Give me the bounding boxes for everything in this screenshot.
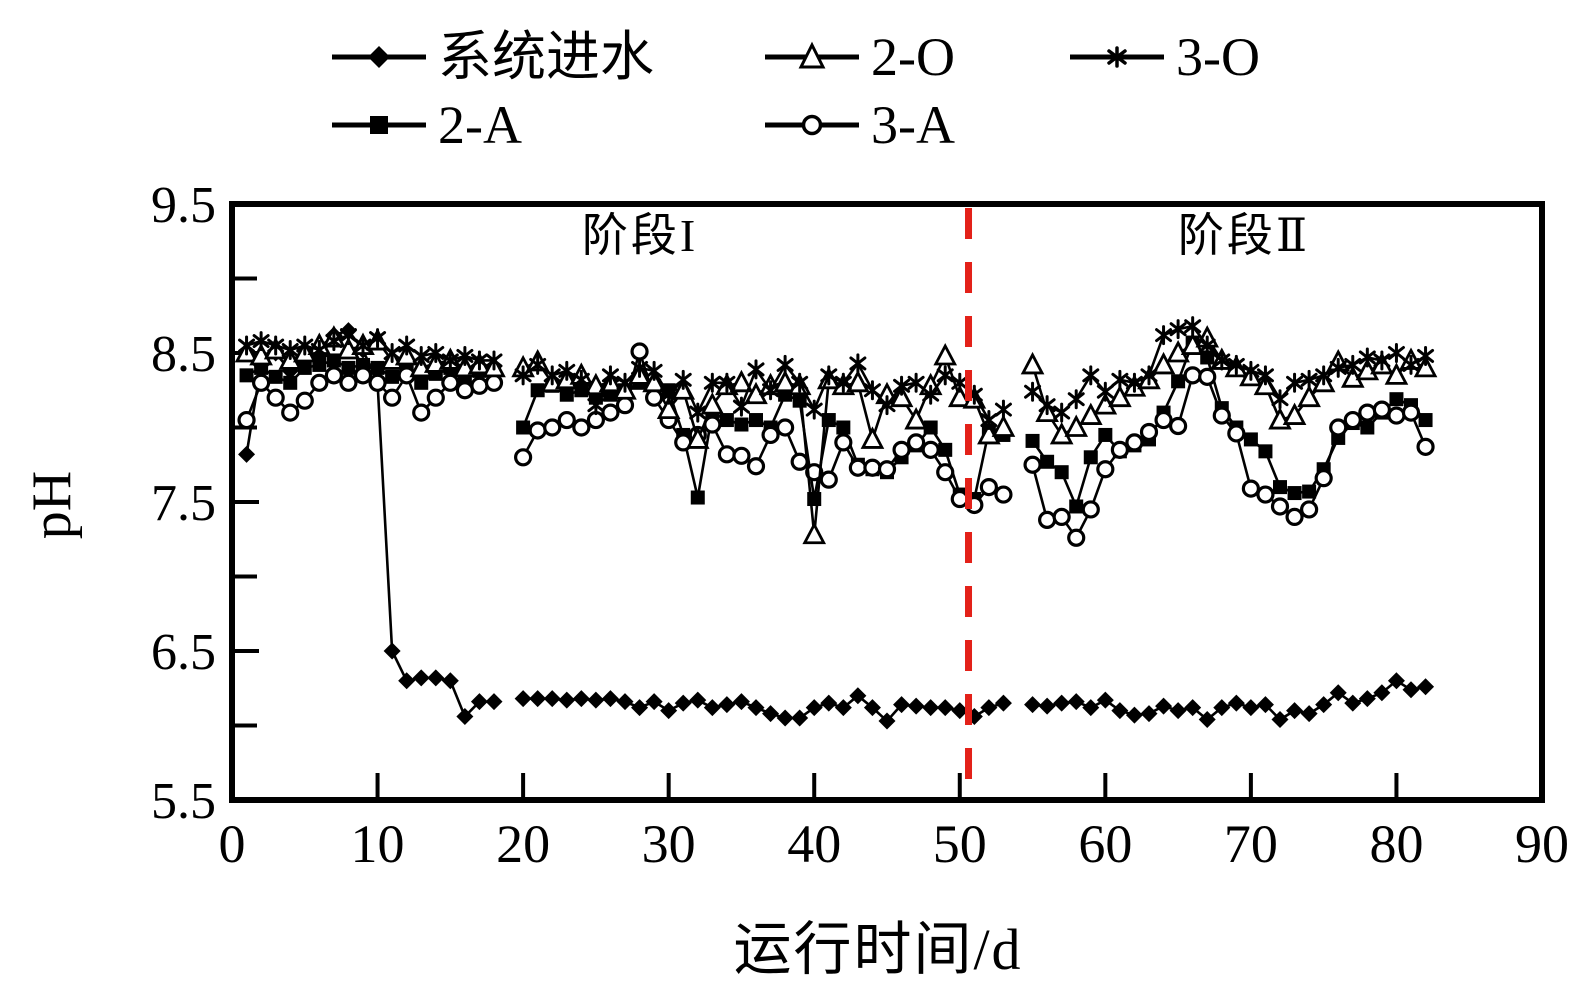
phase1-annotation: 阶段I bbox=[581, 210, 699, 261]
legend-label-2a: 2-A bbox=[438, 95, 522, 155]
legend-label-3o: 3-O bbox=[1176, 27, 1260, 87]
svg-text:80: 80 bbox=[1369, 814, 1423, 874]
y-axis-title: pH bbox=[21, 470, 83, 540]
svg-text:6.5: 6.5 bbox=[151, 624, 216, 681]
open-triangle-marker-icon bbox=[765, 41, 859, 69]
x-axis-title: 运行时间/d bbox=[733, 917, 1023, 982]
open-circle-marker-icon bbox=[765, 114, 859, 136]
legend-item-2a: 2-A bbox=[330, 98, 522, 152]
legend-item-influent: 系统进水 bbox=[330, 30, 654, 84]
svg-text:5.5: 5.5 bbox=[151, 773, 216, 830]
svg-text:7.5: 7.5 bbox=[151, 475, 216, 532]
svg-text:10: 10 bbox=[351, 814, 405, 874]
svg-text:9.5: 9.5 bbox=[151, 177, 216, 234]
phase2-annotation: 阶段Ⅱ bbox=[1177, 210, 1311, 261]
legend-item-3o: 3-O bbox=[1068, 30, 1260, 84]
legend-label-3a: 3-A bbox=[871, 95, 955, 155]
svg-text:70: 70 bbox=[1224, 814, 1278, 874]
svg-text:60: 60 bbox=[1078, 814, 1132, 874]
svg-text:0: 0 bbox=[219, 814, 246, 874]
legend-label-influent: 系统进水 bbox=[438, 27, 654, 87]
svg-text:20: 20 bbox=[496, 814, 550, 874]
filled-diamond-marker-icon bbox=[332, 46, 426, 68]
legend-label-2o: 2-O bbox=[871, 27, 955, 87]
svg-text:8.5: 8.5 bbox=[151, 326, 216, 383]
star-marker-icon bbox=[1070, 46, 1164, 68]
svg-text:40: 40 bbox=[787, 814, 841, 874]
filled-square-marker-icon bbox=[332, 116, 426, 134]
legend-item-2o: 2-O bbox=[763, 30, 955, 84]
svg-text:50: 50 bbox=[933, 814, 987, 874]
svg-text:90: 90 bbox=[1515, 814, 1569, 874]
svg-text:30: 30 bbox=[642, 814, 696, 874]
legend-item-3a: 3-A bbox=[763, 98, 955, 152]
